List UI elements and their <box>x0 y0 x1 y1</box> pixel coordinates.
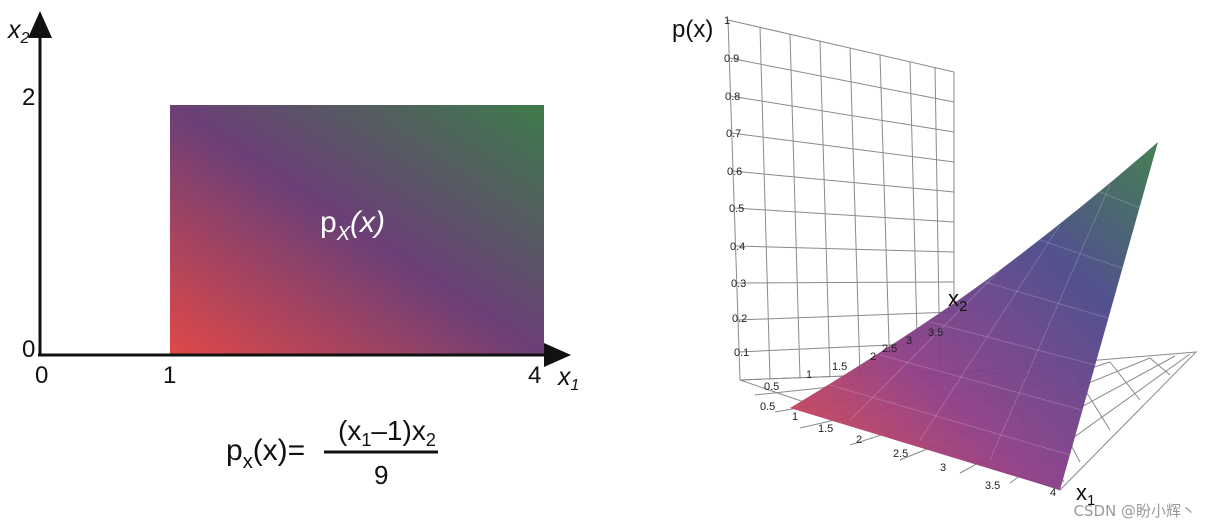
z-tick: 0.6 <box>727 166 742 178</box>
z-tick: 0.7 <box>726 128 741 140</box>
x1-tick: 4 <box>1050 487 1056 499</box>
x1-tick: 3 <box>940 462 946 474</box>
z-tick: 0.3 <box>731 278 746 290</box>
surface-mesh <box>829 184 1141 461</box>
x2-tick: 1.5 <box>832 361 847 373</box>
x1-tick: 3.5 <box>985 480 1000 492</box>
x2-tick: 3.5 <box>928 327 943 339</box>
y-axis-label: x2 <box>7 16 30 47</box>
right-panel: p(x) 1 0.9 0.8 0.7 0.6 0.5 0.4 0.3 0.2 0… <box>672 15 1198 509</box>
region-label: pX(x) <box>320 206 385 245</box>
x2-ticks: 0.5 1 1.5 2 2.5 3 3.5 <box>764 327 943 393</box>
z-tick: 0.8 <box>725 91 740 103</box>
density-region <box>170 105 544 354</box>
watermark: CSDN @盼小辉丶 <box>1073 502 1196 520</box>
x2-tick: 2 <box>870 351 876 363</box>
z-tick: 1 <box>724 15 730 27</box>
x1-tick: 1 <box>792 411 798 423</box>
z-tick: 0.9 <box>724 53 739 65</box>
x1-axis-label: x1 <box>1076 480 1095 509</box>
formula-denominator: 9 <box>374 460 388 490</box>
x1-tick: 0.5 <box>760 401 775 413</box>
x2-tick: 3 <box>906 335 912 347</box>
x1-tick: 2 <box>856 434 862 446</box>
z-axis-label: p(x) <box>672 16 713 43</box>
density-formula: px(x)= (x1–1)x2 9 <box>226 415 438 490</box>
formula-numerator: (x1–1)x2 <box>338 415 436 450</box>
density-surface <box>790 142 1158 490</box>
x1-tick: 1.5 <box>818 423 833 435</box>
x1-ticks: 0.5 1 1.5 2 2.5 3 3.5 4 <box>760 401 1056 499</box>
x-axis-label: x1 <box>557 363 579 394</box>
x2-tick: 1 <box>806 369 812 381</box>
z-tick: 0.5 <box>729 203 744 215</box>
x2-axis-label: x2 <box>948 286 967 315</box>
y-tick-0: 0 <box>22 336 35 363</box>
x-tick-0: 0 <box>35 362 48 389</box>
formula-lhs: px(x)= <box>226 434 305 473</box>
x1-tick: 2.5 <box>893 448 908 460</box>
z-tick: 0.4 <box>730 241 745 253</box>
x2-tick: 0.5 <box>764 381 779 393</box>
z-ticks: 1 0.9 0.8 0.7 0.6 0.5 0.4 0.3 0.2 0.1 <box>724 15 749 359</box>
z-tick: 0.1 <box>734 347 749 359</box>
z-tick: 0.2 <box>732 313 747 325</box>
back-wall-grid <box>727 19 955 381</box>
left-panel: x2 2 0 0 1 4 x1 pX(x) px(x)= (x1–1)x2 9 <box>7 11 579 490</box>
x2-tick: 2.5 <box>882 343 897 355</box>
x-tick-4: 4 <box>528 362 541 389</box>
x-tick-1: 1 <box>163 362 176 389</box>
y-tick-2: 2 <box>22 84 35 111</box>
